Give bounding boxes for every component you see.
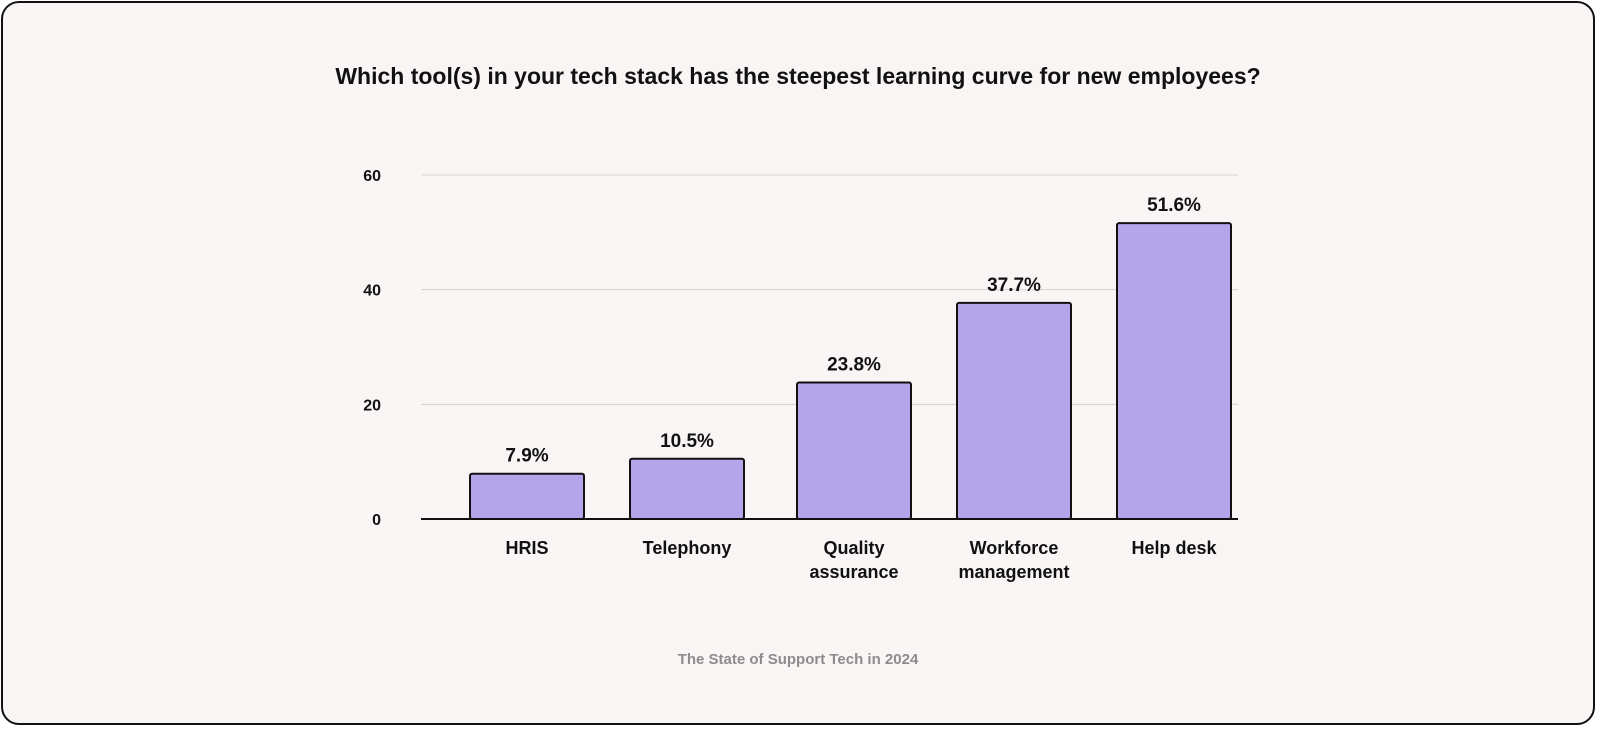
x-tick-label: Help desk [1131, 538, 1217, 558]
bar [629, 457, 745, 520]
source-caption: The State of Support Tech in 2024 [677, 651, 919, 668]
x-tick-label: management [958, 562, 1069, 582]
bar-chart: 0 20 40 60 7.9% HRIS 10.5% Telephony 23.8% Qualit… [363, 168, 1238, 582]
y-tick-label: 0 [372, 512, 381, 529]
bar-value-label: 10.5% [660, 431, 714, 452]
bar [796, 381, 912, 520]
bar [469, 472, 585, 520]
bar-value-label: 7.9% [505, 446, 548, 467]
y-tick-label: 20 [363, 397, 381, 414]
bar-value-label: 51.6% [1147, 195, 1201, 216]
x-tick-label: Quality [823, 538, 884, 558]
bar-value-label: 37.7% [987, 275, 1041, 296]
chart-title: Which tool(s) in your tech stack has the… [335, 63, 1261, 89]
x-tick-label: Telephony [643, 538, 732, 558]
y-tick-label: 60 [363, 168, 381, 185]
x-tick-label: HRIS [505, 538, 548, 558]
x-tick-label: assurance [809, 562, 898, 582]
bar-value-label: 23.8% [827, 355, 881, 376]
bar [956, 301, 1072, 520]
x-tick-label: Workforce [970, 538, 1059, 558]
bar [1116, 222, 1232, 520]
y-tick-label: 40 [363, 283, 381, 300]
